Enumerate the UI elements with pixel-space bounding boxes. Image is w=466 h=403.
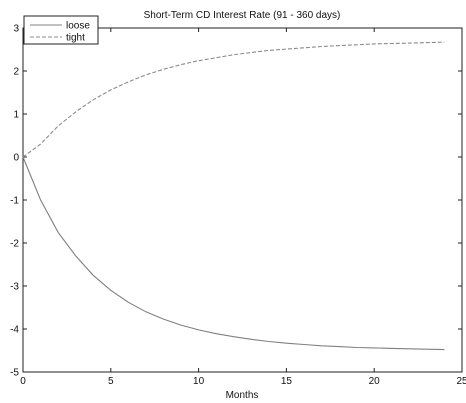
- x-tick-label: 25: [456, 376, 466, 387]
- y-tick-label: -1: [10, 196, 19, 207]
- plot-area: [22, 27, 463, 373]
- chart-title: Short-Term CD Interest Rate (91 - 360 da…: [144, 10, 341, 21]
- x-tick-label: 5: [108, 376, 114, 387]
- y-tick-label: -3: [10, 282, 19, 293]
- y-tick-label: 2: [13, 67, 19, 78]
- x-tick-label: 10: [193, 376, 205, 387]
- x-tick-label: 0: [20, 376, 26, 387]
- legend-box: [23, 15, 99, 45]
- y-tick-label: -4: [10, 325, 19, 336]
- x-axis-label: Months: [226, 390, 259, 401]
- legend-label-tight: tight: [66, 33, 85, 44]
- y-tick-label: -5: [10, 368, 19, 379]
- x-tick-label: 20: [369, 376, 381, 387]
- series-line-loose: [22, 156, 445, 351]
- x-tick-label: 15: [281, 376, 293, 387]
- series-lines: [22, 41, 445, 351]
- y-tick-label: -2: [10, 239, 19, 250]
- series-line-tight: [22, 41, 445, 158]
- y-tick-label: 1: [13, 110, 19, 121]
- legend-label-loose: loose: [66, 21, 90, 32]
- y-tick-label: 3: [13, 24, 19, 35]
- y-tick-label: 0: [13, 153, 19, 164]
